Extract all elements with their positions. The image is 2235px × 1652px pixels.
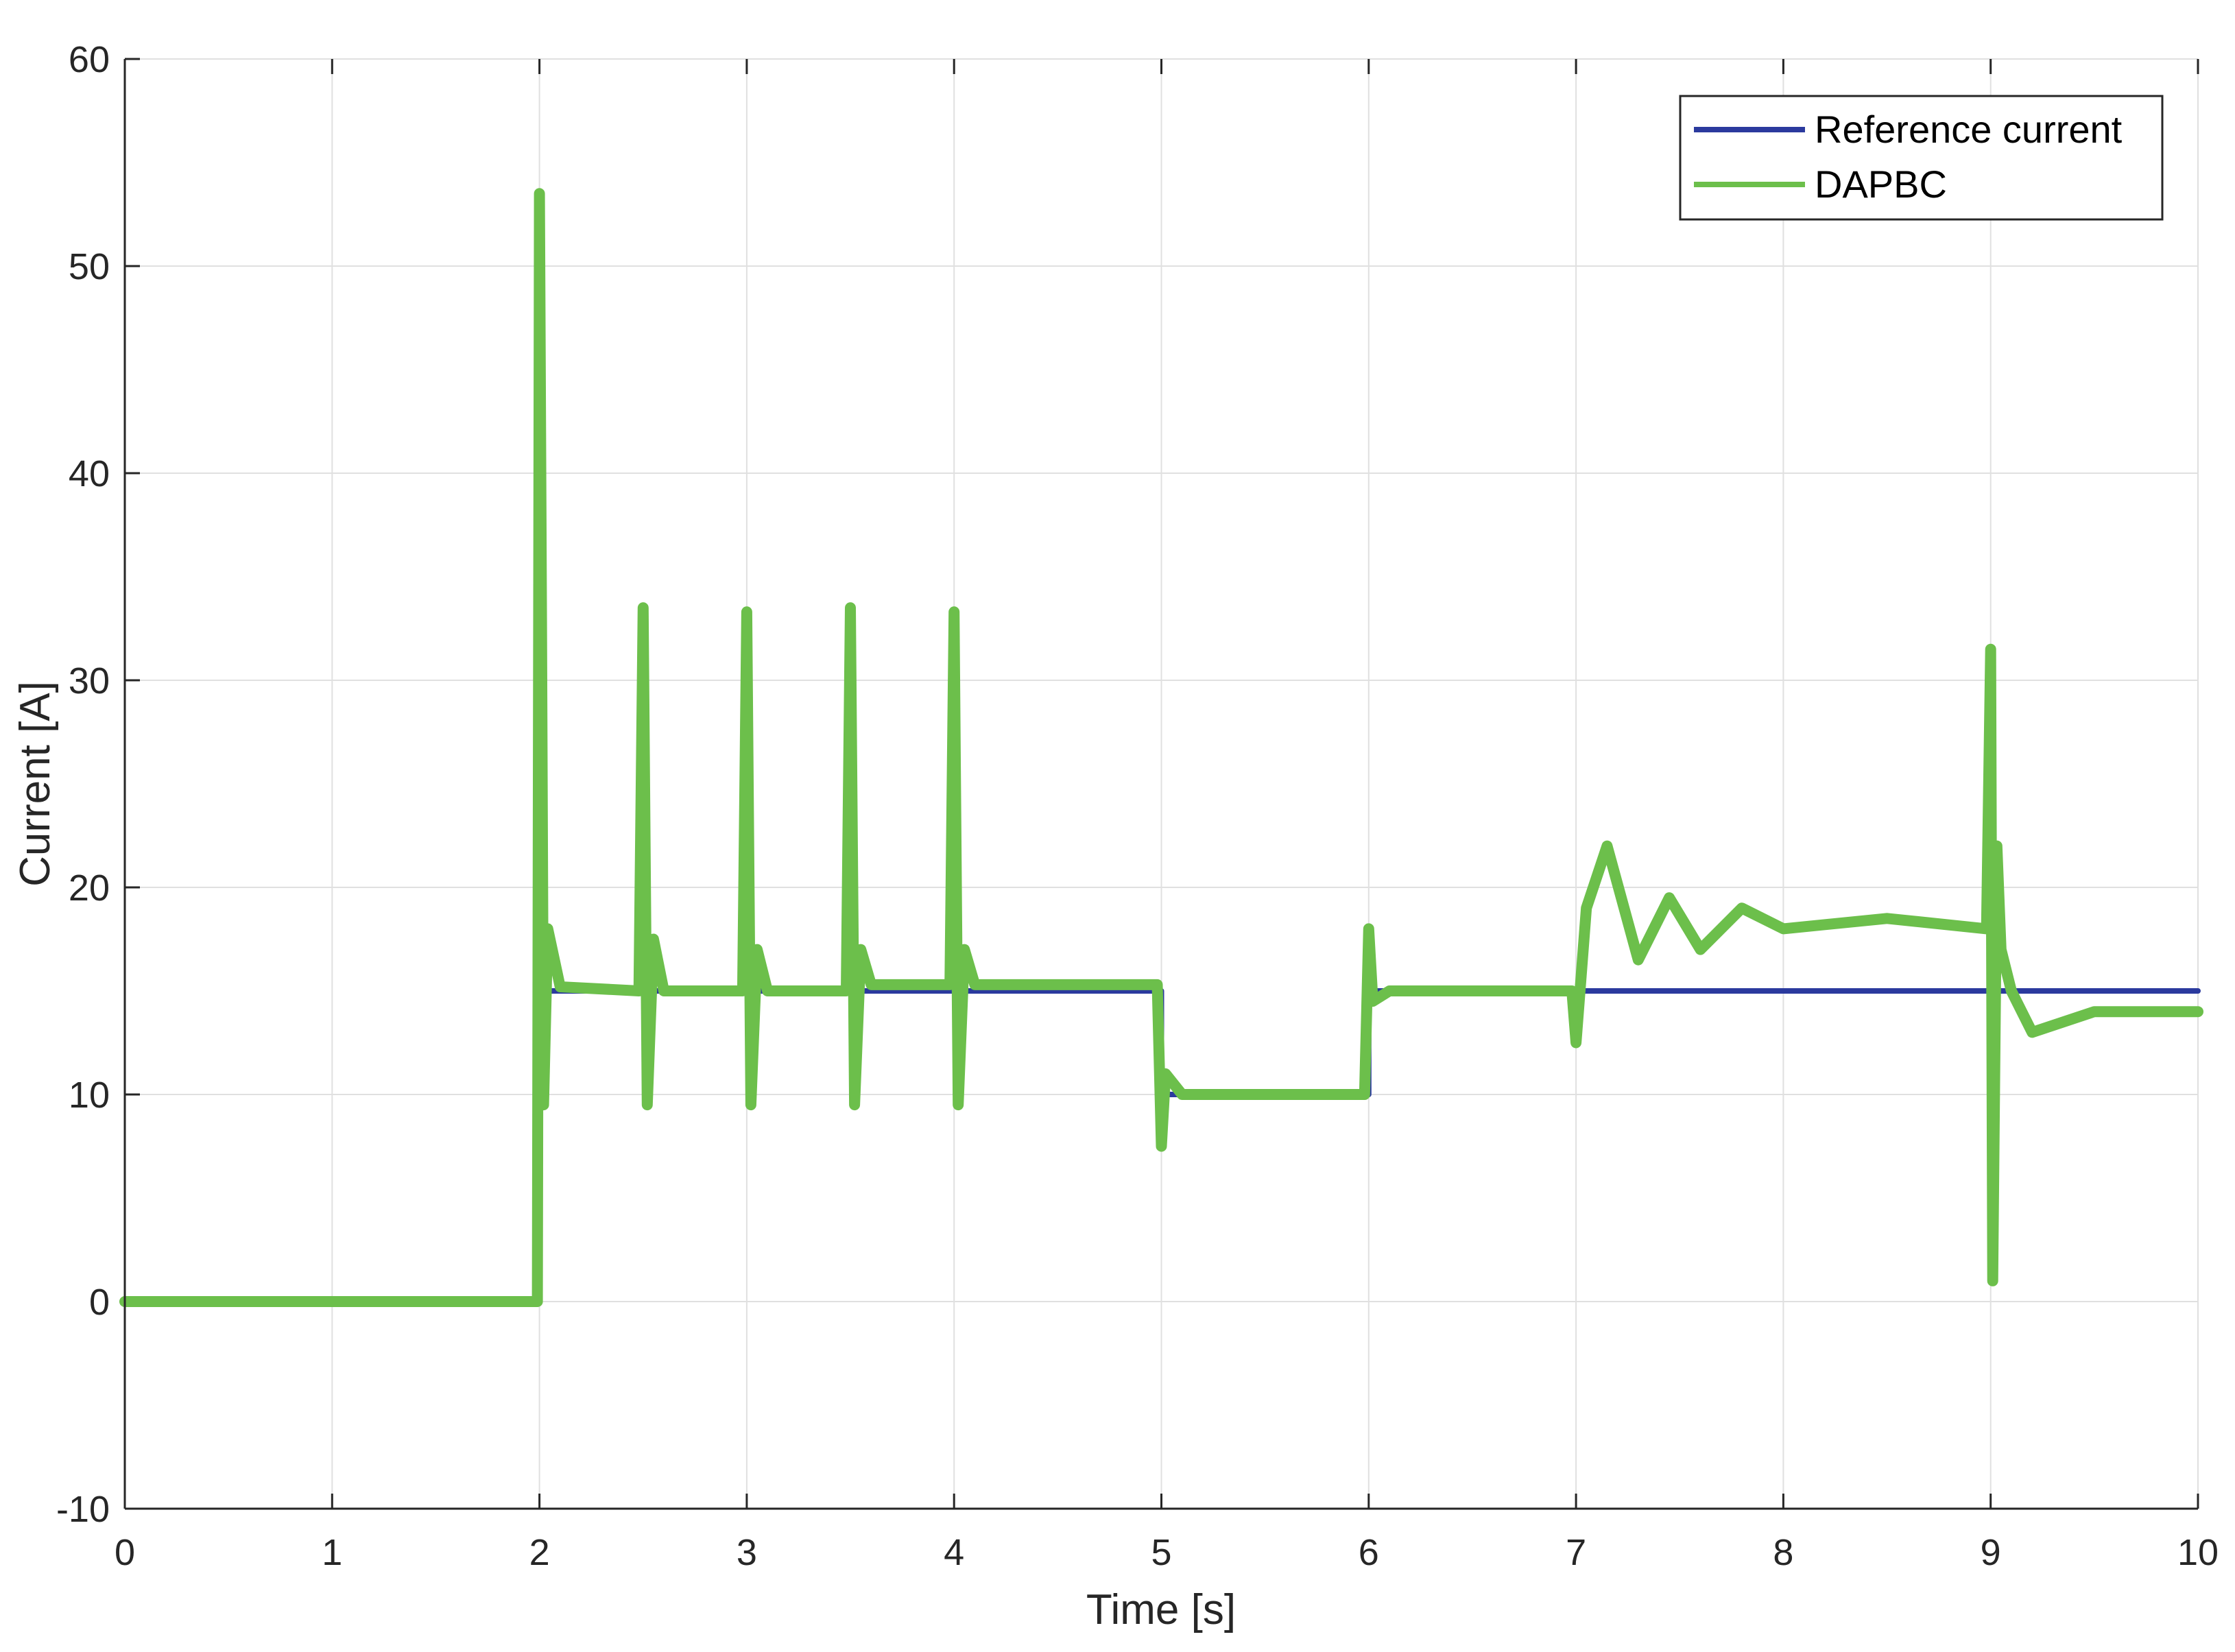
y-tick-label: 20 — [69, 867, 110, 909]
y-axis-label: Current [A] — [12, 681, 59, 887]
legend-label-reference-current: Reference current — [1815, 108, 2123, 151]
legend-label-dapbc: DAPBC — [1815, 163, 1947, 206]
legend-box — [1679, 95, 2164, 221]
x-tick-label: 10 — [2177, 1532, 2219, 1573]
x-tick-label: 1 — [322, 1532, 342, 1573]
axes — [123, 59, 2198, 1510]
y-tick-label: 30 — [69, 660, 110, 702]
y-tick-label: 50 — [69, 246, 110, 287]
x-tick-label: 7 — [1566, 1532, 1586, 1573]
y-tick-label: 10 — [69, 1075, 110, 1116]
x-tick-label: 3 — [737, 1532, 757, 1573]
legend: Reference current DAPBC — [1679, 95, 2164, 221]
x-tick-label: 5 — [1151, 1532, 1171, 1573]
y-tick-label: 0 — [89, 1282, 110, 1323]
y-tick-label: -10 — [56, 1489, 110, 1530]
y-tick-label: 40 — [69, 453, 110, 494]
x-tick-label: 6 — [1359, 1532, 1379, 1573]
y-tick-label: 60 — [69, 39, 110, 80]
x-tick-label: 9 — [1981, 1532, 2001, 1573]
series-line-dapbc — [119, 188, 2203, 1307]
x-tick-label: 2 — [529, 1532, 550, 1573]
x-tick-label: 4 — [944, 1532, 964, 1573]
x-tick-label: 0 — [115, 1532, 135, 1573]
series-layer — [119, 188, 2203, 1307]
x-axis-label: Time [s] — [1086, 1586, 1236, 1633]
x-tick-label: 8 — [1773, 1532, 1793, 1573]
